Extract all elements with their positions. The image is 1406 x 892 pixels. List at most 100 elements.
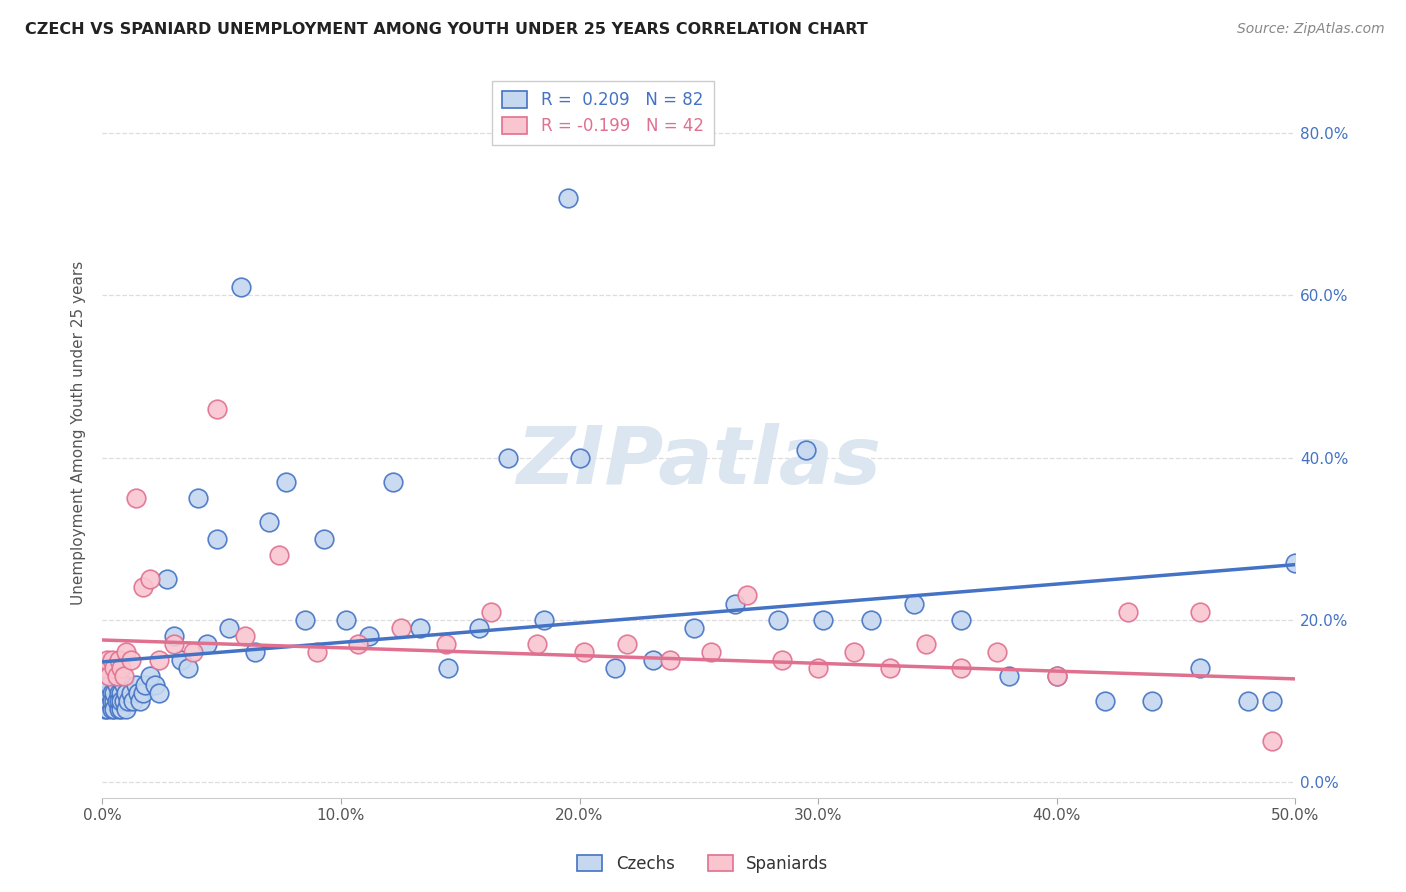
Point [103, 661, 125, 675]
Point [132, 580, 155, 594]
Point [1260, 694, 1282, 708]
Point [557, 191, 579, 205]
Point [986, 645, 1008, 659]
Point [112, 677, 135, 691]
Point [479, 605, 502, 619]
Point [93, 686, 115, 700]
Point [807, 661, 830, 675]
Text: CZECH VS SPANIARD UNEMPLOYMENT AMONG YOUTH UNDER 25 YEARS CORRELATION CHART: CZECH VS SPANIARD UNEMPLOYMENT AMONG YOU… [25, 22, 868, 37]
Point [108, 702, 131, 716]
Point [120, 686, 142, 700]
Point [195, 637, 218, 651]
Point [496, 450, 519, 465]
Point [859, 613, 882, 627]
Point [112, 669, 135, 683]
Point [723, 597, 745, 611]
Point [110, 661, 132, 675]
Point [129, 694, 152, 708]
Point [359, 629, 381, 643]
Point [96, 686, 118, 700]
Text: Source: ZipAtlas.com: Source: ZipAtlas.com [1237, 22, 1385, 37]
Point [139, 669, 162, 683]
Point [93, 694, 115, 708]
Point [181, 645, 204, 659]
Point [274, 475, 297, 489]
Point [382, 475, 405, 489]
Point [205, 532, 228, 546]
Point [267, 548, 290, 562]
Point [533, 613, 555, 627]
Point [766, 613, 789, 627]
Point [115, 702, 138, 716]
Point [616, 637, 638, 651]
Point [735, 589, 758, 603]
Point [468, 621, 491, 635]
Point [93, 661, 115, 675]
Legend: Czechs, Spaniards: Czechs, Spaniards [571, 848, 835, 880]
Point [574, 645, 596, 659]
Point [105, 694, 128, 708]
Point [842, 645, 865, 659]
Point [659, 653, 682, 667]
Point [98, 677, 121, 691]
Point [1094, 694, 1116, 708]
Point [683, 621, 706, 635]
Point [124, 491, 146, 505]
Point [139, 572, 162, 586]
Point [259, 516, 281, 530]
Point [1142, 694, 1164, 708]
Point [103, 686, 125, 700]
Point [643, 653, 665, 667]
Point [1236, 694, 1258, 708]
Point [96, 702, 118, 716]
Point [96, 694, 118, 708]
Point [879, 661, 901, 675]
Point [122, 694, 145, 708]
Point [148, 653, 170, 667]
Point [187, 491, 209, 505]
Point [811, 613, 834, 627]
Point [93, 677, 115, 691]
Point [243, 645, 266, 659]
Point [108, 653, 131, 667]
Point [156, 572, 179, 586]
Point [110, 694, 132, 708]
Point [98, 686, 121, 700]
Point [98, 694, 121, 708]
Point [115, 686, 138, 700]
Point [110, 702, 132, 716]
Text: ZIPatlas: ZIPatlas [516, 424, 882, 501]
Legend: R =  0.209   N = 82, R = -0.199   N = 42: R = 0.209 N = 82, R = -0.199 N = 42 [492, 80, 714, 145]
Point [177, 661, 200, 675]
Point [205, 401, 228, 416]
Point [105, 677, 128, 691]
Point [305, 645, 328, 659]
Point [132, 686, 155, 700]
Point [96, 653, 118, 667]
Point [124, 677, 146, 691]
Point [120, 653, 142, 667]
Point [605, 661, 627, 675]
Point [127, 686, 149, 700]
Point [105, 669, 128, 683]
Point [526, 637, 548, 651]
Point [914, 637, 936, 651]
Point [229, 280, 252, 294]
Point [218, 621, 240, 635]
Point [112, 694, 135, 708]
Point [163, 629, 186, 643]
Point [389, 621, 412, 635]
Point [1118, 605, 1140, 619]
Point [134, 677, 156, 691]
Point [110, 686, 132, 700]
Point [115, 645, 138, 659]
Point [235, 629, 257, 643]
Point [346, 637, 368, 651]
Point [103, 702, 125, 716]
Point [103, 694, 125, 708]
Point [117, 694, 139, 708]
Point [143, 677, 166, 691]
Point [770, 653, 793, 667]
Point [98, 669, 121, 683]
Y-axis label: Unemployment Among Youth under 25 years: Unemployment Among Youth under 25 years [72, 261, 86, 606]
